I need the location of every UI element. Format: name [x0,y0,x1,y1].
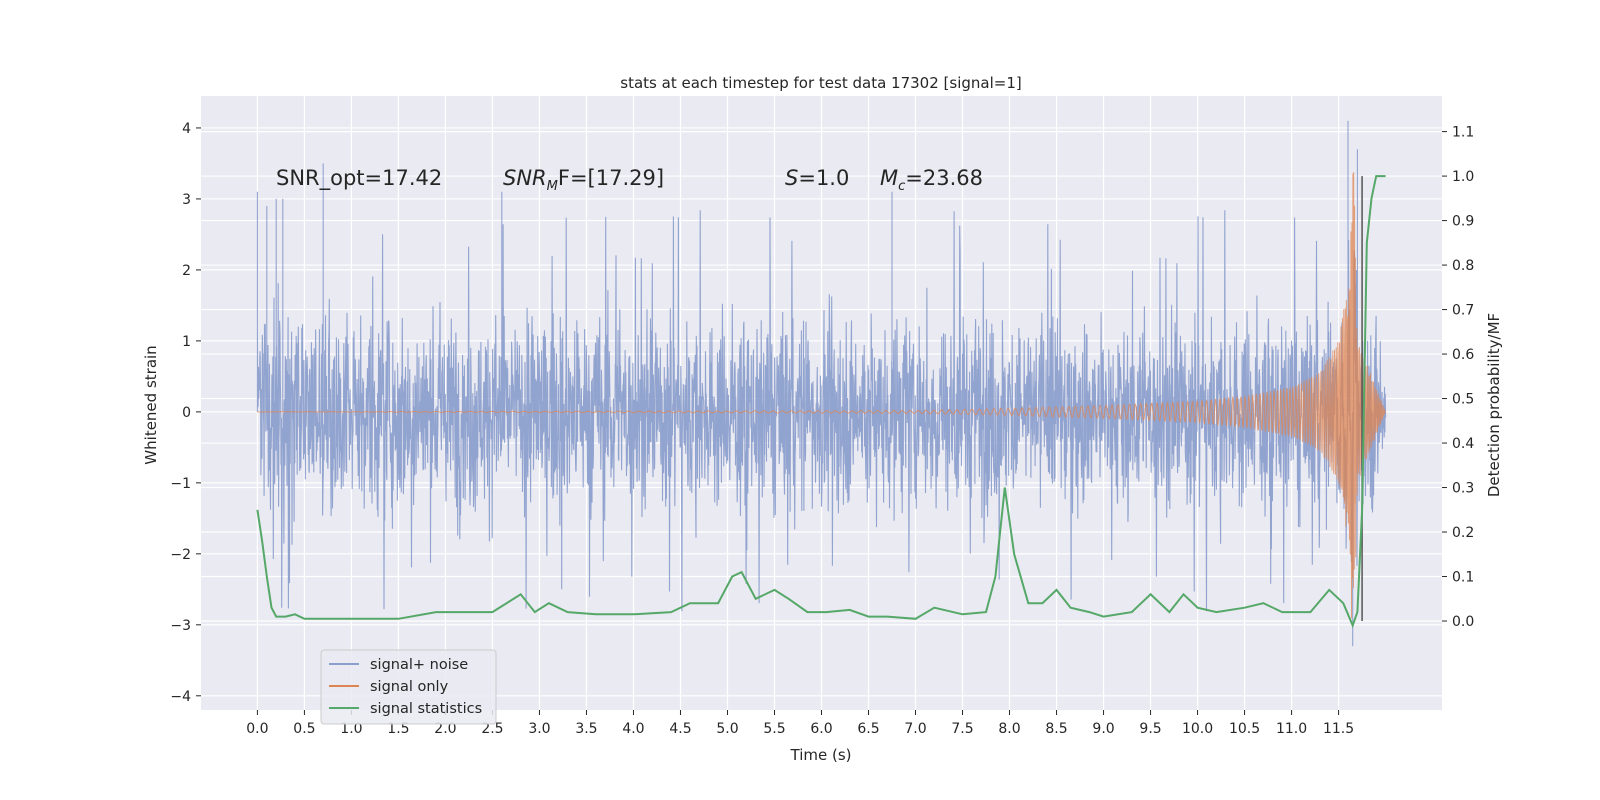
x-tick-label: 0.5 [293,721,315,737]
annotation-snr-opt: SNR_opt=17.42 [276,166,442,191]
x-tick-label: 5.0 [716,721,738,737]
left-y-axis: 4 3 2 1 0 −1 −2 −3 −4 [170,121,201,705]
left-y-axis-label: Whitened strain [142,345,160,464]
annotation-snr-mf: SNRMF=[17.29] [503,166,664,194]
x-tick-label: 1.5 [387,721,409,737]
x-tick-label: 5.5 [763,721,785,737]
x-tick-label: 8.0 [998,721,1020,737]
left-y-tick-label: 4 [182,121,191,137]
x-tick-label: 3.0 [528,721,550,737]
right-y-tick-label: 0.2 [1452,525,1474,541]
x-tick-label: 2.5 [481,721,503,737]
left-y-tick-label: 3 [182,192,191,208]
x-tick-label: 0.0 [246,721,268,737]
legend-label-signal-statistics: signal statistics [370,701,482,717]
right-y-tick-label: 0.4 [1452,436,1474,452]
legend-label-signal-only: signal only [370,679,449,695]
x-tick-label: 8.5 [1045,721,1067,737]
x-tick-label: 10.5 [1229,721,1260,737]
left-y-tick-label: 1 [182,334,191,350]
left-y-tick-label: −1 [170,476,191,492]
right-y-tick-label: 0.3 [1452,481,1474,497]
x-tick-label: 6.0 [810,721,832,737]
x-tick-label: 11.5 [1323,721,1354,737]
legend: signal+ noise signal only signal statist… [320,649,497,725]
annotation-s: S=1.0 [785,166,849,190]
left-y-tick-label: 0 [182,405,191,421]
right-y-tick-label: 0.6 [1452,347,1474,363]
legend-label-signal-noise: signal+ noise [370,657,468,673]
x-tick-label: 11.0 [1276,721,1307,737]
right-y-tick-label: 0.0 [1452,614,1474,630]
right-y-tick-label: 0.9 [1452,214,1474,230]
x-axis: 0.0 0.5 1.0 1.5 2.0 2.5 3.0 3.5 4.0 4.5 5.0 5.5 6.0 6… [246,710,1354,737]
right-y-tick-label: 0.7 [1452,303,1474,319]
left-y-tick-label: −2 [170,547,191,563]
series-layer [256,120,1387,647]
series-signal-statistics-line [256,175,1386,629]
right-y-tick-label: 0.1 [1452,570,1474,586]
right-y-axis: 1.1 1.0 0.9 0.8 0.7 0.6 0.5 0.4 0.3 0.2 0.1 0.0 [1442,125,1474,630]
x-tick-label: 3.5 [575,721,597,737]
annotation-mc: Mc=23.68 [880,166,983,194]
chart-title: stats at each timestep for test data 173… [620,74,1021,92]
x-tick-label: 10.0 [1182,721,1213,737]
series-signal-only-line [257,171,1387,619]
left-y-tick-label: −3 [170,618,191,634]
right-y-tick-label: 1.1 [1452,125,1474,141]
left-y-tick-label: −4 [170,689,191,705]
x-tick-label: 6.5 [857,721,879,737]
x-tick-label: 9.0 [1092,721,1114,737]
right-y-tick-label: 0.5 [1452,392,1474,408]
right-y-tick-label: 1.0 [1452,169,1474,185]
x-tick-label: 9.5 [1139,721,1161,737]
x-tick-label: 4.0 [622,721,644,737]
x-tick-label: 7.5 [951,721,973,737]
x-tick-label: 7.0 [904,721,926,737]
right-y-tick-label: 0.8 [1452,258,1474,274]
x-tick-label: 1.0 [340,721,362,737]
x-tick-label: 2.0 [434,721,456,737]
right-y-axis-label: Detection probability/MF [1485,313,1503,497]
left-y-tick-label: 2 [182,263,191,279]
x-tick-label: 4.5 [669,721,691,737]
legend-box [320,649,497,725]
x-axis-label: Time (s) [790,746,852,764]
